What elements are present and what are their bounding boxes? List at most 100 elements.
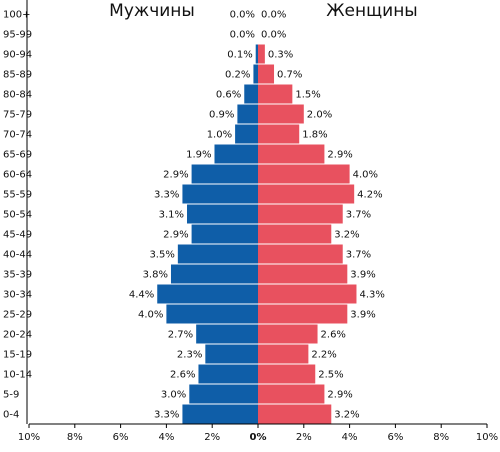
female-bar-75-79 <box>258 104 304 124</box>
female-value-5-9: 2.9% <box>327 390 352 401</box>
age-label-85-89: 85-89 <box>3 70 32 81</box>
male-value-100+: 0.0% <box>230 10 255 21</box>
age-label-40-44: 40-44 <box>3 250 32 261</box>
male-value-10-14: 2.6% <box>170 370 195 381</box>
female-bar-70-74 <box>258 124 300 144</box>
male-bar-5-9 <box>189 384 258 404</box>
male-value-45-49: 2.9% <box>163 230 188 241</box>
female-value-10-14: 2.5% <box>318 370 343 381</box>
age-label-35-39: 35-39 <box>3 270 32 281</box>
x-tick-label: 4% <box>158 432 174 443</box>
age-label-60-64: 60-64 <box>3 170 32 181</box>
female-value-40-44: 3.7% <box>346 250 371 261</box>
male-value-0-4: 3.3% <box>154 410 179 421</box>
x-tick-label: 2% <box>296 432 312 443</box>
male-bar-70-74 <box>235 124 258 144</box>
x-tick-label: 2% <box>204 432 220 443</box>
age-label-10-14: 10-14 <box>3 370 32 381</box>
x-tick-label: 4% <box>342 432 358 443</box>
male-value-30-34: 4.4% <box>129 290 154 301</box>
age-labels-group: 100+ 95-99 90-94 85-89 80-84 75-79 70-74 65-69 6… <box>3 10 32 421</box>
value-labels-group: 0.0% 0.0% 0.0% 0.0% 0.1% 0.3% 0.2% 0.7% 0.6% 1.5%… <box>129 10 385 421</box>
age-label-90-94: 90-94 <box>3 50 32 61</box>
age-label-50-54: 50-54 <box>3 210 32 221</box>
male-bar-20-24 <box>196 324 258 344</box>
female-bar-35-39 <box>258 264 348 284</box>
male-bar-75-79 <box>237 104 258 124</box>
female-value-20-24: 2.6% <box>321 330 346 341</box>
female-value-50-54: 3.7% <box>346 210 371 221</box>
x-tick-label: 8% <box>433 432 449 443</box>
male-value-65-69: 1.9% <box>186 150 211 161</box>
x-tick-label: 6% <box>387 432 403 443</box>
age-label-55-59: 55-59 <box>3 190 32 201</box>
age-label-65-69: 65-69 <box>3 150 32 161</box>
female-bar-20-24 <box>258 324 318 344</box>
female-bar-90-94 <box>258 44 265 64</box>
x-tick-label: 6% <box>113 432 129 443</box>
age-label-30-34: 30-34 <box>3 290 32 301</box>
female-value-75-79: 2.0% <box>307 110 332 121</box>
female-bar-30-34 <box>258 284 357 304</box>
male-bar-40-44 <box>177 244 258 264</box>
female-bar-45-49 <box>258 224 332 244</box>
age-label-70-74: 70-74 <box>3 130 32 141</box>
male-value-40-44: 3.5% <box>149 250 174 261</box>
female-value-90-94: 0.3% <box>268 50 293 61</box>
age-label-95-99: 95-99 <box>3 30 32 41</box>
female-value-15-19: 2.2% <box>311 350 336 361</box>
male-bar-45-49 <box>191 224 258 244</box>
x-tick-label: 10% <box>476 432 498 443</box>
male-value-60-64: 2.9% <box>163 170 188 181</box>
x-tick-label: 10% <box>18 432 40 443</box>
male-bar-50-54 <box>187 204 258 224</box>
male-value-15-19: 2.3% <box>177 350 202 361</box>
male-value-85-89: 0.2% <box>225 70 250 81</box>
female-value-80-84: 1.5% <box>295 90 320 101</box>
female-value-25-29: 3.9% <box>350 310 375 321</box>
male-value-25-29: 4.0% <box>138 310 163 321</box>
age-label-25-29: 25-29 <box>3 310 32 321</box>
x-tick-label: 8% <box>67 432 83 443</box>
female-bar-25-29 <box>258 304 348 324</box>
female-bar-80-84 <box>258 84 293 104</box>
male-bar-65-69 <box>214 144 258 164</box>
male-bar-85-89 <box>253 64 258 84</box>
male-value-80-84: 0.6% <box>216 90 241 101</box>
female-value-30-34: 4.3% <box>359 290 384 301</box>
male-value-75-79: 0.9% <box>209 110 234 121</box>
female-bar-50-54 <box>258 204 343 224</box>
female-bar-65-69 <box>258 144 325 164</box>
female-value-85-89: 0.7% <box>277 70 302 81</box>
male-value-70-74: 1.0% <box>207 130 232 141</box>
male-bar-55-59 <box>182 184 258 204</box>
male-bar-60-64 <box>191 164 258 184</box>
age-label-5-9: 5-9 <box>3 390 19 401</box>
female-value-100+: 0.0% <box>261 10 286 21</box>
female-value-95-99: 0.0% <box>261 30 286 41</box>
male-bar-0-4 <box>182 404 258 424</box>
age-label-0-4: 0-4 <box>3 410 19 421</box>
female-value-70-74: 1.8% <box>302 130 327 141</box>
male-bar-30-34 <box>157 284 258 304</box>
x-tick-label: 0% <box>250 432 267 443</box>
female-value-65-69: 2.9% <box>327 150 352 161</box>
male-bar-25-29 <box>166 304 258 324</box>
female-value-35-39: 3.9% <box>350 270 375 281</box>
female-value-60-64: 4.0% <box>353 170 378 181</box>
female-value-0-4: 3.2% <box>334 410 359 421</box>
female-bar-0-4 <box>258 404 332 424</box>
female-bar-10-14 <box>258 364 316 384</box>
age-label-45-49: 45-49 <box>3 230 32 241</box>
female-bar-40-44 <box>258 244 343 264</box>
age-label-75-79: 75-79 <box>3 110 32 121</box>
male-bar-10-14 <box>198 364 258 384</box>
male-bar-35-39 <box>170 264 258 284</box>
male-value-35-39: 3.8% <box>143 270 168 281</box>
female-bar-55-59 <box>258 184 355 204</box>
female-bar-60-64 <box>258 164 350 184</box>
female-value-45-49: 3.2% <box>334 230 359 241</box>
male-value-55-59: 3.3% <box>154 190 179 201</box>
male-value-95-99: 0.0% <box>230 30 255 41</box>
